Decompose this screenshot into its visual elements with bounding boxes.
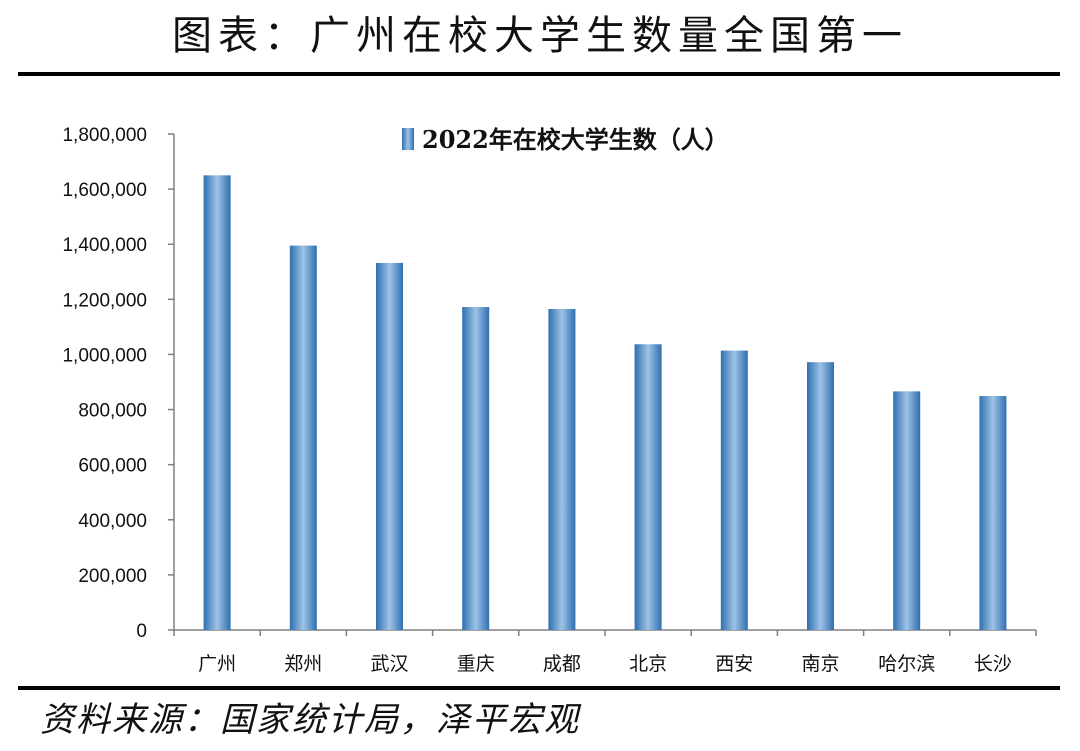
y-tick-label: 1,400,000 bbox=[62, 235, 147, 256]
x-tick-label: 西安 bbox=[715, 653, 753, 675]
y-tick-label: 1,200,000 bbox=[62, 290, 147, 311]
y-axis: 0 200,000 400,000 600,000 800,000 1,000,000 1,… bbox=[62, 125, 175, 642]
bar bbox=[462, 307, 490, 630]
bar bbox=[720, 350, 748, 630]
x-tick-label: 郑州 bbox=[284, 653, 322, 675]
y-tick-label: 1,800,000 bbox=[62, 125, 147, 146]
bar bbox=[807, 362, 834, 630]
x-tick-label: 广州 bbox=[198, 653, 236, 675]
title-divider bbox=[18, 72, 1060, 76]
x-tick-label: 重庆 bbox=[457, 653, 495, 675]
legend-label: 2022年在校大学生数（人） bbox=[422, 125, 729, 154]
bars bbox=[203, 175, 1007, 631]
source-note: 资料来源：国家统计局，泽平宏观 bbox=[40, 700, 580, 740]
y-tick-label: 1,000,000 bbox=[62, 345, 147, 366]
page-title: 图表：广州在校大学生数量全国第一 bbox=[172, 13, 908, 59]
bar bbox=[289, 245, 317, 630]
bar bbox=[634, 344, 662, 630]
x-axis: 广州 郑州 武汉 重庆 成都 北京 西安 南京 哈尔滨 长沙 bbox=[173, 629, 1037, 675]
legend-swatch bbox=[402, 128, 414, 150]
bar bbox=[893, 391, 921, 630]
x-tick-label: 长沙 bbox=[974, 653, 1012, 675]
y-tick-label: 0 bbox=[136, 621, 147, 642]
y-tick-label: 800,000 bbox=[78, 401, 147, 422]
y-tick-label: 600,000 bbox=[78, 456, 147, 477]
x-tick-label: 南京 bbox=[801, 653, 839, 675]
legend: 2022年在校大学生数（人） bbox=[402, 125, 729, 154]
x-tick-label: 成都 bbox=[543, 653, 581, 675]
source-divider bbox=[18, 686, 1060, 690]
y-tick-label: 400,000 bbox=[78, 511, 147, 532]
y-tick-label: 1,600,000 bbox=[62, 180, 147, 201]
y-tick-label: 200,000 bbox=[78, 566, 147, 587]
bar bbox=[979, 396, 1007, 630]
x-tick-label: 哈尔滨 bbox=[878, 653, 935, 675]
bar bbox=[376, 262, 403, 630]
bar-chart: 0 200,000 400,000 600,000 800,000 1,000,000 1,… bbox=[62, 125, 1037, 675]
x-tick-label: 北京 bbox=[629, 653, 667, 675]
x-tick-label: 武汉 bbox=[370, 653, 408, 675]
bar bbox=[548, 308, 576, 630]
bar bbox=[203, 175, 231, 631]
